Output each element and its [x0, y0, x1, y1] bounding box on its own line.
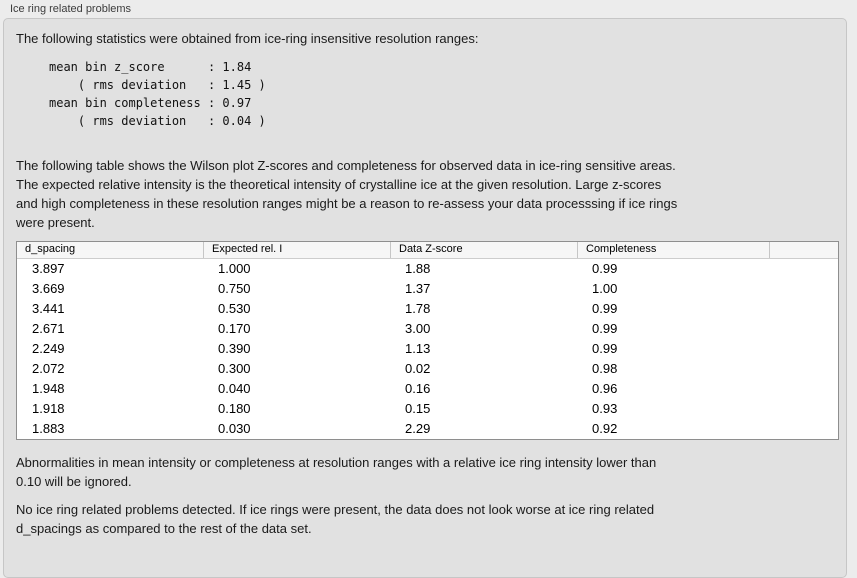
table-cell: 0.030: [218, 421, 251, 436]
stats-intro-text: The following statistics were obtained f…: [16, 31, 479, 46]
ice-ring-panel: { "panel": { "title": "Ice ring related …: [3, 3, 847, 578]
table-cell: 0.180: [218, 401, 251, 416]
table-row[interactable]: 3.441 0.530 1.78 0.99: [17, 299, 838, 319]
table-cell-empty: [769, 419, 838, 439]
table-body: 3.897 1.000 1.88 0.99 3.669 0.750 1.37 1.00 3.44…: [17, 259, 838, 439]
table-cell-empty: [769, 299, 838, 319]
table-row[interactable]: 2.072 0.300 0.02 0.98: [17, 359, 838, 379]
table-row[interactable]: 1.883 0.030 2.29 0.92: [17, 419, 838, 439]
table-cell-empty: [769, 399, 838, 419]
table-cell: 1.883: [32, 421, 65, 436]
ice-ring-table[interactable]: d_spacing Expected rel. I Data Z-score Comp…: [16, 241, 839, 440]
table-cell: 0.99: [592, 341, 618, 356]
table-cell: 1.948: [32, 381, 65, 396]
table-cell-empty: [769, 279, 838, 299]
table-cell: 1.000: [218, 261, 251, 276]
table-cell: 3.669: [32, 281, 65, 296]
table-row[interactable]: 1.918 0.180 0.15 0.93: [17, 399, 838, 419]
ice-ring-groupbox: The following statistics were obtained f…: [3, 18, 847, 578]
table-cell: 1.00: [592, 281, 618, 296]
table-cell: 2.29: [405, 421, 431, 436]
table-description-text: The following table shows the Wilson plo…: [16, 158, 678, 230]
column-header-d-spacing[interactable]: d_spacing: [25, 243, 76, 255]
table-cell: 0.99: [592, 321, 618, 336]
table-cell: 2.072: [32, 361, 65, 376]
table-cell-empty: [769, 379, 838, 399]
column-header-expected-rel-i[interactable]: Expected rel. I: [203, 242, 390, 258]
column-header-completeness[interactable]: Completeness: [577, 242, 769, 258]
table-cell: 1.37: [405, 281, 431, 296]
table-header-row: d_spacing Expected rel. I Data Z-score Comp…: [17, 242, 838, 259]
table-cell: 0.390: [218, 341, 251, 356]
table-row[interactable]: 3.669 0.750 1.37 1.00: [17, 279, 838, 299]
table-cell: 0.02: [405, 361, 431, 376]
table-cell: 0.96: [592, 381, 618, 396]
table-cell-empty: [769, 259, 838, 279]
table-cell: 0.99: [592, 301, 618, 316]
panel-title: Ice ring related problems: [10, 3, 132, 15]
table-cell: 2.671: [32, 321, 65, 336]
table-cell: 0.99: [592, 261, 618, 276]
table-cell: 0.040: [218, 381, 251, 396]
table-cell: 0.16: [405, 381, 431, 396]
stats-block: mean bin z_score : 1.84 ( rms deviation …: [49, 60, 266, 128]
table-cell: 0.15: [405, 401, 431, 416]
table-cell: 3.00: [405, 321, 431, 336]
table-cell: 3.441: [32, 301, 65, 316]
table-cell-empty: [769, 319, 838, 339]
table-cell: 1.918: [32, 401, 65, 416]
column-header-data-z-score[interactable]: Data Z-score: [390, 242, 577, 258]
table-row[interactable]: 3.897 1.000 1.88 0.99: [17, 259, 838, 279]
table-row[interactable]: 2.671 0.170 3.00 0.99: [17, 319, 838, 339]
table-cell: 0.750: [218, 281, 251, 296]
table-row[interactable]: 1.948 0.040 0.16 0.96: [17, 379, 838, 399]
table-cell-empty: [769, 359, 838, 379]
table-row[interactable]: 2.249 0.390 1.13 0.99: [17, 339, 838, 359]
table-cell: 1.88: [405, 261, 431, 276]
table-cell: 0.530: [218, 301, 251, 316]
ignore-note-text: Abnormalities in mean intensity or compl…: [16, 455, 657, 489]
column-header-blank[interactable]: [769, 242, 838, 258]
table-cell: 0.170: [218, 321, 251, 336]
table-cell: 0.93: [592, 401, 618, 416]
table-cell: 1.78: [405, 301, 431, 316]
table-cell: 0.300: [218, 361, 251, 376]
table-cell: 0.98: [592, 361, 618, 376]
table-cell: 3.897: [32, 261, 65, 276]
table-cell: 1.13: [405, 341, 431, 356]
table-cell: 2.249: [32, 341, 65, 356]
table-cell-empty: [769, 339, 838, 359]
conclusion-text: No ice ring related problems detected. I…: [16, 502, 655, 536]
table-cell: 0.92: [592, 421, 618, 436]
